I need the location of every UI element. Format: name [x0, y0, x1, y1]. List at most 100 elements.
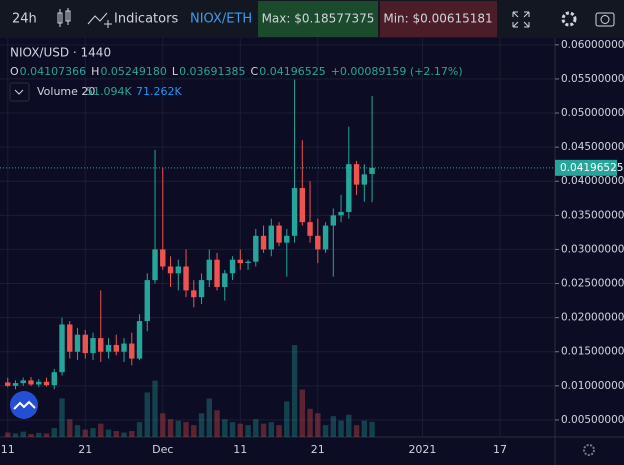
y-tick-label: 0.02000000	[561, 312, 624, 324]
volume-bar	[20, 431, 26, 437]
ohlc-key: H	[91, 65, 99, 78]
x-tick-label: 17	[493, 443, 507, 456]
ohlc-value: 0.04196525	[259, 65, 325, 78]
axis-settings[interactable]	[583, 444, 595, 456]
last-price-tag	[555, 159, 617, 176]
y-tick-label: 0.05000000	[561, 107, 624, 119]
volume-bar	[59, 398, 65, 437]
candle-body	[59, 324, 65, 373]
y-tick-label: 0.03000000	[561, 243, 624, 255]
candle-body	[105, 344, 112, 352]
candle-body	[82, 334, 88, 354]
candle-body	[74, 334, 81, 352]
candle-body	[214, 259, 220, 287]
volume-bar	[338, 420, 344, 437]
candle-body	[198, 280, 205, 298]
min: Min: $0.00615181	[383, 12, 492, 26]
volume-bar	[260, 423, 267, 437]
ohlc-value: 0.05249180	[100, 65, 166, 78]
volume-bar	[245, 425, 251, 437]
candle-body	[90, 338, 96, 354]
volume-bar	[222, 419, 228, 437]
volume-bar	[322, 425, 329, 437]
volume-bar	[237, 423, 243, 437]
volume-bar	[105, 429, 112, 437]
candle-body	[167, 266, 174, 274]
candle-body	[160, 249, 166, 267]
candle-body	[98, 338, 104, 352]
y-tick-label: 0.04000000	[561, 175, 624, 187]
volume-bar	[346, 414, 352, 437]
volume-bar	[369, 421, 375, 437]
candle-body	[276, 225, 282, 243]
last-price-label: 0.04196525	[560, 162, 623, 174]
candle-body	[299, 188, 306, 223]
volume-bar	[198, 413, 205, 437]
interval[interactable]: 24h	[12, 12, 37, 27]
volume-bar	[90, 428, 96, 437]
camera-icon[interactable]	[595, 12, 615, 27]
volume-bar	[82, 429, 88, 437]
volume-bar	[28, 434, 34, 437]
max-box	[258, 1, 378, 37]
candle-body	[36, 381, 42, 385]
ohlc-key: C	[251, 65, 259, 78]
y-tick-label: 0.04500000	[561, 141, 624, 153]
candle-body	[51, 372, 57, 386]
x-tick-label: 11	[233, 443, 247, 456]
volume-bar	[167, 419, 174, 437]
ohlc-key: O	[10, 65, 19, 78]
candle-icon[interactable]	[57, 8, 71, 27]
x-tick-label: Dec	[152, 443, 173, 456]
candle-body	[121, 343, 127, 352]
candle-body	[322, 225, 329, 250]
volume-bar	[129, 431, 135, 437]
symbol: NIOX/USD · 1440	[10, 46, 111, 60]
logo-button[interactable]	[10, 391, 38, 419]
ohlc-value: 0.04107366	[20, 65, 86, 78]
volume-bar	[229, 422, 236, 437]
candle-body	[369, 167, 375, 174]
volume-bar	[361, 420, 368, 437]
volume-bar	[206, 398, 212, 437]
y-tick-label: 0.06000000	[561, 39, 624, 51]
change: +0.00089159 (+2.17%)	[331, 65, 463, 78]
y-tick-label: 0.03500000	[561, 209, 624, 221]
volume-bar	[315, 413, 321, 437]
fullscreen-icon[interactable]	[512, 11, 530, 28]
candle-body	[361, 174, 368, 185]
pair[interactable]: NIOX/ETH	[190, 12, 252, 27]
volume-bar	[276, 425, 282, 437]
volume-bar	[291, 345, 298, 437]
volume-bar	[307, 408, 313, 437]
candle-body	[152, 249, 158, 281]
volume-bar	[253, 419, 259, 437]
indicators-icon[interactable]	[87, 12, 112, 28]
y-tick-label: 0.05500000	[561, 73, 624, 85]
indicators[interactable]: Indicators	[114, 12, 178, 27]
candle-body	[5, 382, 11, 386]
candle-body	[291, 188, 298, 236]
volume-bar	[67, 419, 73, 437]
volume-bar	[51, 428, 57, 437]
candle-body	[113, 344, 119, 352]
candle-body	[315, 235, 321, 250]
candle-body	[330, 215, 337, 226]
collapse-button[interactable]	[9, 82, 30, 102]
x-tick-label: 11	[1, 443, 15, 456]
candle-body	[191, 290, 197, 298]
settings-icon[interactable]	[561, 11, 577, 27]
candle-body	[245, 261, 251, 264]
candle-body	[260, 235, 267, 250]
candle-body	[20, 380, 26, 384]
candle-body	[67, 324, 73, 352]
x-tick-label: 2021	[408, 443, 436, 456]
x-tick-label: 21	[78, 443, 92, 456]
y-tick-label: 0.01500000	[561, 346, 624, 358]
volume-bar	[191, 425, 197, 437]
candle-body	[353, 164, 360, 185]
candle-body	[28, 380, 34, 385]
logo-icon	[13, 400, 36, 410]
candle-body	[237, 259, 243, 264]
volume-bar	[175, 420, 181, 437]
